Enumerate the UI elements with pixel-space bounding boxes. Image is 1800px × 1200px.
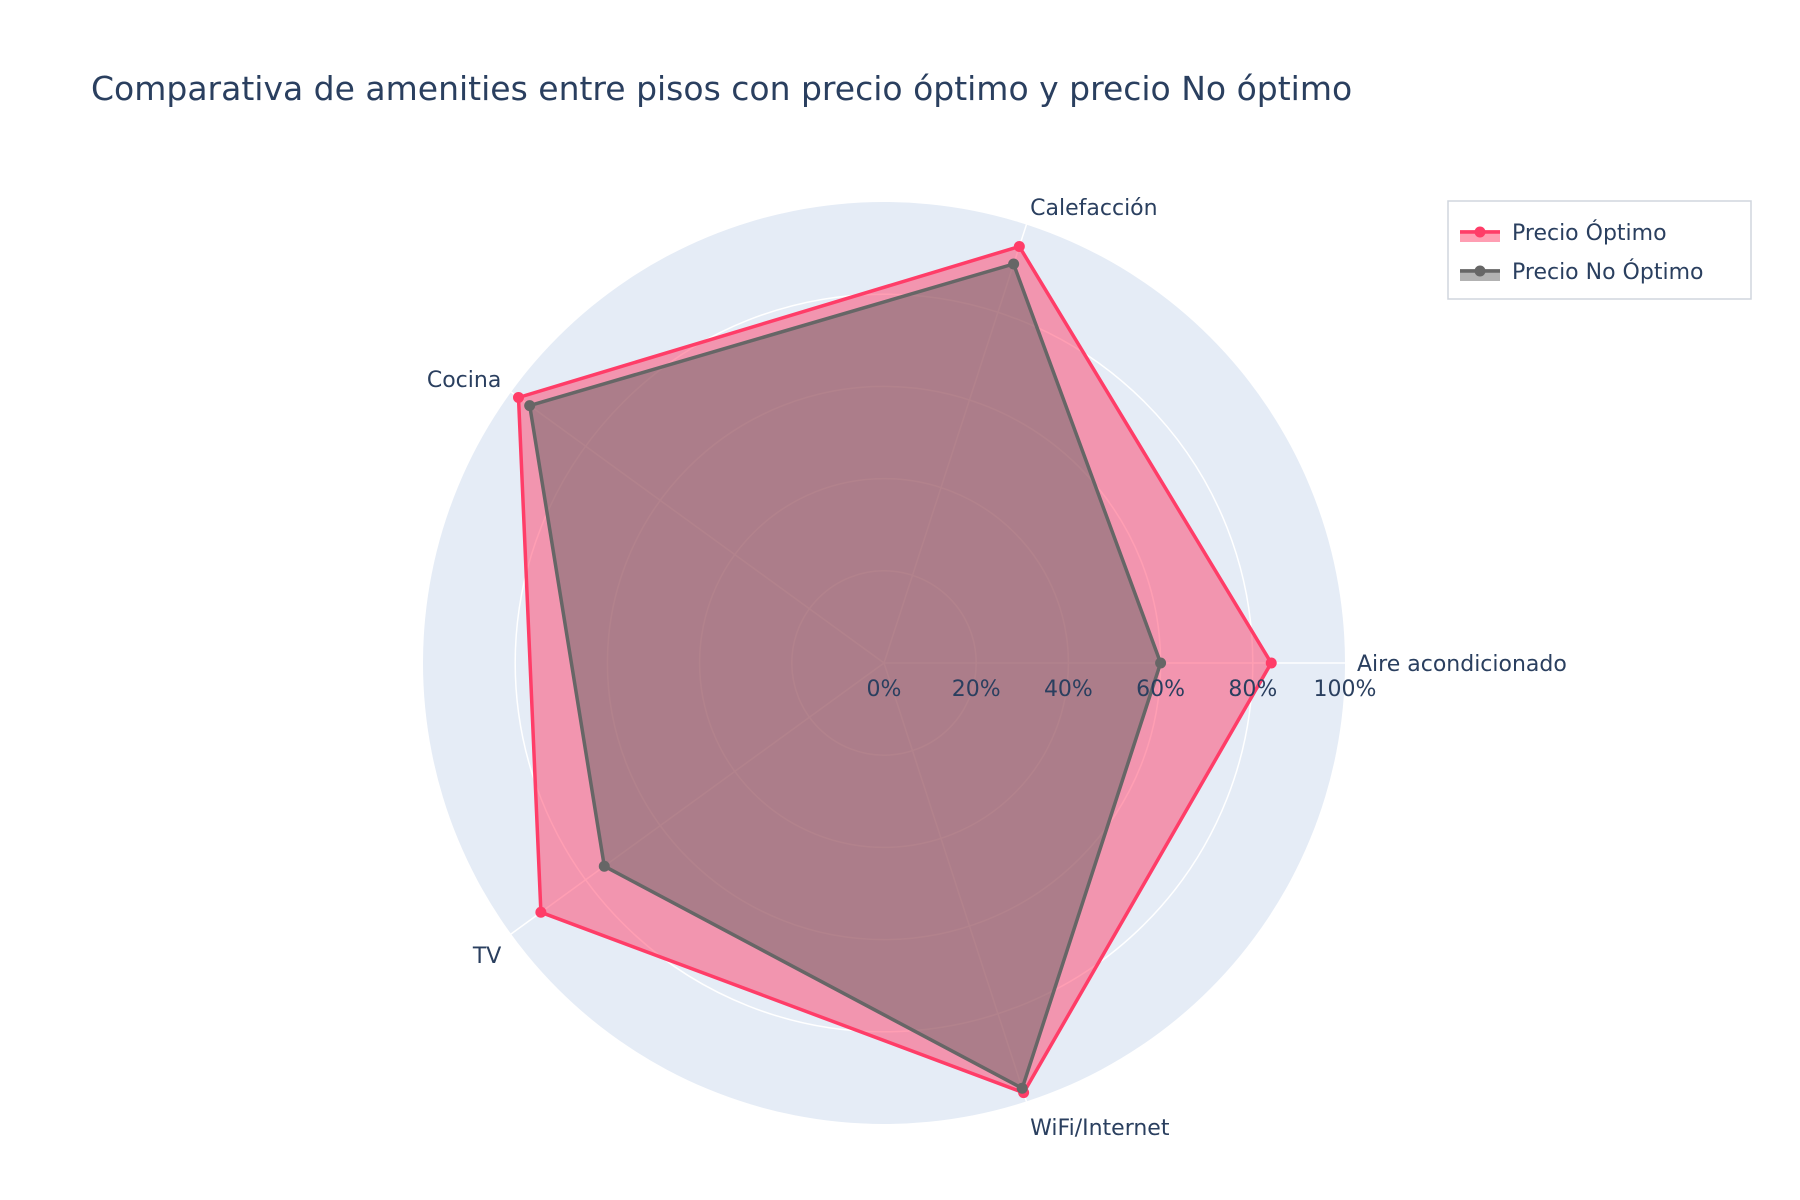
legend-label: Precio Óptimo (1512, 220, 1667, 246)
radial-tick-label: 0% (867, 677, 902, 702)
data-point[interactable] (598, 860, 610, 872)
series-1[interactable] (524, 258, 1167, 1094)
legend[interactable]: Precio Óptimo Precio No Óptimo (1447, 200, 1752, 300)
category-label: Cocina (427, 368, 501, 393)
series-layer (513, 240, 1277, 1099)
legend-item[interactable]: Precio Óptimo (1460, 220, 1667, 246)
legend-marker (1474, 226, 1486, 238)
category-label: WiFi/Internet (1030, 1116, 1170, 1141)
data-point[interactable] (513, 391, 525, 403)
legend-label: Precio No Óptimo (1512, 259, 1703, 285)
legend-box (1447, 200, 1752, 300)
radial-tick-label: 100% (1314, 677, 1377, 702)
data-point[interactable] (1265, 657, 1277, 669)
data-point[interactable] (1008, 258, 1020, 270)
radial-tick-label: 20% (952, 677, 1001, 702)
radial-tick-label: 80% (1228, 677, 1277, 702)
data-point[interactable] (535, 906, 547, 918)
data-point[interactable] (1016, 1082, 1028, 1094)
radial-tick-labels: 0% 20% 40% 60% 80% 100% (867, 677, 1377, 702)
category-label: TV (472, 944, 502, 969)
legend-item[interactable]: Precio No Óptimo (1460, 259, 1703, 285)
category-label: Calefacción (1030, 196, 1157, 221)
series-area[interactable] (527, 262, 1163, 1091)
chart-title: Comparativa de amenities entre pisos con… (91, 69, 1352, 108)
data-point[interactable] (1013, 240, 1025, 252)
data-point[interactable] (524, 400, 536, 412)
legend-marker (1474, 265, 1486, 277)
radial-tick-label: 40% (1044, 677, 1093, 702)
data-point[interactable] (1155, 657, 1167, 669)
category-label: Aire acondicionado (1357, 652, 1567, 677)
radial-tick-label: 60% (1136, 677, 1185, 702)
category-labels: Aire acondicionado Calefacción Cocina TV WiF… (427, 196, 1567, 1141)
